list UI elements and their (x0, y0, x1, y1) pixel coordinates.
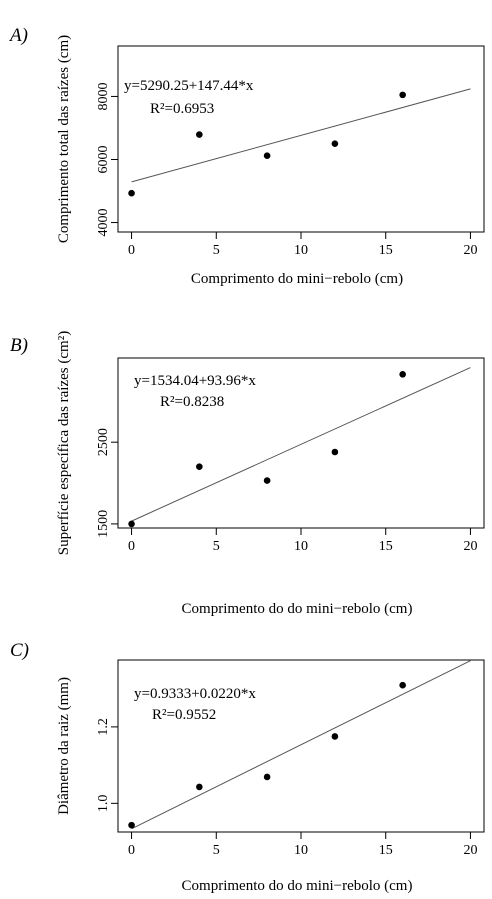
regression-equation: y=5290.25+147.44*x (124, 78, 254, 94)
chart-panel: C) 0 5 10 15 20 1.0 1.2 Comprimento do do mini−r… (10, 640, 485, 894)
y-tick-label: 1500 (96, 510, 111, 538)
panel-label: C) (10, 640, 29, 661)
x-tick-label: 10 (294, 243, 308, 258)
data-point (331, 140, 339, 148)
x-axis-title: Comprimento do mini−rebolo (cm) (191, 271, 403, 287)
y-axis-title: Diâmetro da raiz (mm) (56, 677, 72, 815)
x-tick-label: 20 (463, 843, 477, 858)
data-point (196, 783, 203, 791)
y-tick-label: 4000 (96, 209, 111, 237)
r-squared-label: R²=0.9552 (152, 707, 216, 723)
x-tick-label: 20 (463, 539, 477, 554)
data-point (263, 477, 271, 484)
y-tick-label: 6000 (96, 145, 111, 173)
y-tick-label: 8000 (96, 82, 111, 110)
plot-frame (117, 45, 485, 233)
data-point (263, 773, 271, 781)
x-tick-label: 0 (128, 243, 135, 258)
x-tick-label: 5 (213, 843, 220, 858)
chart-panel: B) 0 5 10 15 20 1500 2500 Comprimento do do mini… (10, 331, 485, 617)
panel-label: A) (8, 25, 28, 46)
data-point (128, 821, 135, 829)
panel-label: B) (10, 335, 28, 356)
data-point (399, 681, 406, 689)
x-tick-label: 5 (213, 539, 220, 554)
regression-equation: y=1534.04+93.96*x (134, 373, 256, 389)
x-tick-label: 10 (294, 843, 308, 858)
r-squared-label: R²=0.8238 (160, 394, 224, 410)
y-axis-title: Superfície específica das raízes (cm²) (56, 331, 72, 555)
data-point (128, 189, 135, 197)
regression-line (131, 88, 471, 183)
x-axis-title: Comprimento do do mini−rebolo (cm) (182, 601, 413, 617)
y-tick-label: 2500 (96, 428, 111, 456)
x-tick-label: 10 (294, 539, 308, 554)
regression-line (131, 660, 471, 830)
data-point (331, 448, 339, 456)
x-tick-label: 0 (128, 539, 135, 554)
x-tick-label: 0 (128, 843, 135, 858)
regression-line (131, 367, 471, 522)
data-point (399, 91, 406, 99)
y-tick-label: 1.0 (96, 795, 111, 813)
data-point (128, 520, 135, 528)
y-axis-title: Comprimento total das raízes (cm) (56, 35, 72, 243)
data-point (196, 131, 203, 138)
data-point (399, 371, 406, 378)
data-point (196, 463, 203, 471)
x-tick-label: 5 (213, 243, 220, 258)
chart-panel: A) 0 5 10 15 20 4000 6000 8000 Comprimento do min… (8, 25, 485, 287)
x-tick-label: 15 (379, 539, 393, 554)
x-axis-title: Comprimento do do mini−rebolo (cm) (182, 878, 413, 894)
r-squared-label: R²=0.6953 (150, 101, 214, 117)
x-tick-label: 15 (379, 243, 393, 258)
x-tick-label: 20 (463, 243, 477, 258)
data-point (263, 152, 271, 160)
y-tick-label: 1.2 (96, 718, 111, 736)
regression-equation: y=0.9333+0.0220*x (134, 686, 256, 702)
x-tick-label: 15 (379, 843, 393, 858)
data-point (331, 733, 339, 740)
